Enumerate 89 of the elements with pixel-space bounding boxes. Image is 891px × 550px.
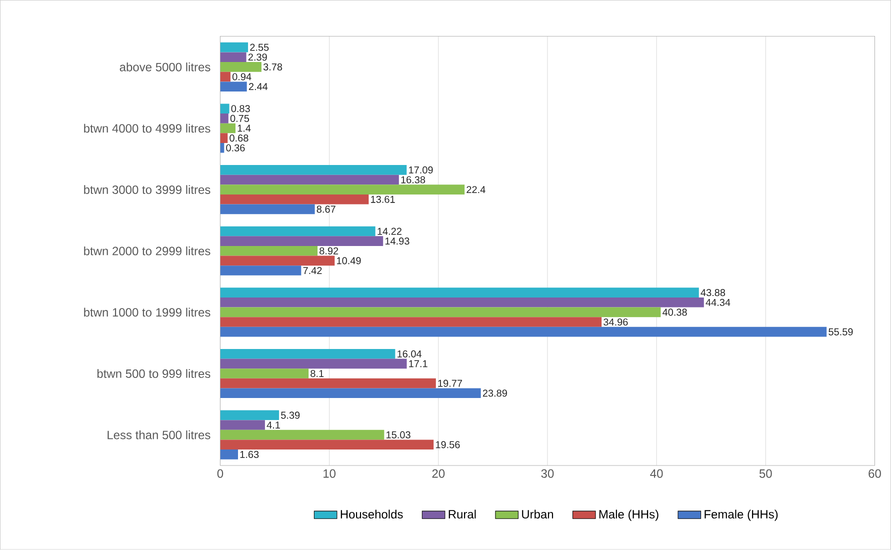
- data-label: 0.94: [232, 73, 252, 80]
- data-label: 2.55: [250, 44, 269, 51]
- bar: [220, 72, 230, 82]
- bar: [220, 368, 309, 379]
- bar: [220, 194, 369, 204]
- bar: [220, 256, 335, 266]
- data-label: 17.1: [409, 360, 428, 368]
- data-label: 8.92: [320, 247, 338, 255]
- y-tick-label: btwn 2000 to 2999 litres: [84, 246, 210, 256]
- bar: [220, 42, 248, 52]
- bar: [220, 62, 262, 72]
- bar: [220, 104, 230, 114]
- data-label: 19.77: [438, 380, 462, 387]
- bar: [220, 410, 280, 420]
- data-label: 10.49: [337, 257, 361, 264]
- data-label: 34.96: [604, 318, 628, 326]
- bar: [220, 226, 376, 236]
- bar: [220, 184, 465, 195]
- data-label: 0.83: [231, 105, 250, 112]
- data-label: 44.34: [706, 298, 730, 306]
- legend-label: Male (HHs): [599, 510, 658, 522]
- bar: [220, 133, 228, 144]
- bar: [220, 288, 699, 298]
- data-label: 7.42: [303, 267, 322, 274]
- y-tick-label: Less than 500 litres: [108, 430, 210, 440]
- bar: [220, 349, 396, 359]
- data-label: 0.36: [226, 144, 245, 152]
- bar: [220, 388, 481, 398]
- bar: [220, 52, 246, 62]
- bar: [220, 298, 704, 308]
- data-label: 43.88: [700, 289, 726, 296]
- bar: [220, 204, 315, 214]
- bar: [220, 236, 384, 246]
- bar: [220, 165, 407, 175]
- x-tick-label: 40: [650, 469, 663, 478]
- data-label: 15.03: [386, 431, 410, 439]
- bar: [220, 114, 228, 124]
- legend-label: Urban: [522, 510, 554, 519]
- bar: [220, 420, 265, 430]
- data-label: 13.61: [371, 196, 395, 204]
- data-label: 22.4: [466, 186, 486, 194]
- data-label: 0.75: [230, 115, 250, 122]
- x-tick-label: 10: [324, 469, 336, 478]
- y-tick-label: btwn 1000 to 1999 litres: [84, 308, 210, 317]
- data-label: 2.39: [248, 54, 267, 61]
- bar: [220, 123, 236, 134]
- bar: [220, 358, 407, 369]
- x-tick-label: 20: [432, 469, 445, 478]
- bar: [220, 82, 247, 92]
- data-label: 1.4: [238, 124, 251, 132]
- data-label: 40.38: [662, 308, 687, 316]
- x-tick-label: 50: [759, 469, 772, 478]
- bar: [220, 317, 602, 328]
- data-label: 1.63: [240, 451, 259, 458]
- y-tick-label: btwn 4000 to 4999 litres: [84, 124, 210, 133]
- data-label: 19.56: [436, 441, 460, 448]
- legend-label: Rural: [448, 510, 476, 519]
- data-label: 2.44: [248, 83, 268, 90]
- bar: [220, 246, 318, 256]
- x-tick-label: 60: [868, 469, 881, 478]
- bar: [220, 174, 399, 185]
- x-tick-label: 30: [541, 469, 554, 478]
- bar: [220, 307, 661, 318]
- data-label: 16.38: [401, 176, 426, 184]
- data-label: 55.59: [828, 328, 853, 336]
- bar: [220, 430, 384, 440]
- data-label: 17.09: [409, 166, 433, 174]
- bar: [220, 450, 238, 460]
- data-label: 0.68: [230, 134, 248, 142]
- data-label: 4.1: [266, 422, 280, 429]
- bar: [220, 266, 302, 276]
- y-tick-label: btwn 3000 to 3999 litres: [84, 185, 210, 194]
- data-label: 23.89: [482, 390, 507, 397]
- legend-label: Households: [340, 510, 403, 519]
- data-label: 3.78: [263, 64, 282, 71]
- data-label: 5.39: [281, 412, 300, 419]
- data-label: 8.67: [316, 206, 336, 213]
- bar: [220, 143, 224, 153]
- x-tick-label: 0: [217, 469, 224, 478]
- legend-label: Female (HHs): [704, 510, 778, 522]
- y-tick-label: btwn 500 to 999 litres: [97, 369, 210, 378]
- bar: [220, 440, 434, 450]
- data-label: 14.22: [378, 228, 402, 235]
- y-tick-label: above 5000 litres: [120, 62, 210, 72]
- data-label: 14.93: [385, 238, 410, 245]
- bar: [220, 378, 436, 388]
- bar: [220, 327, 827, 337]
- data-label: 16.04: [398, 350, 422, 358]
- data-label: 8.1: [310, 370, 324, 378]
